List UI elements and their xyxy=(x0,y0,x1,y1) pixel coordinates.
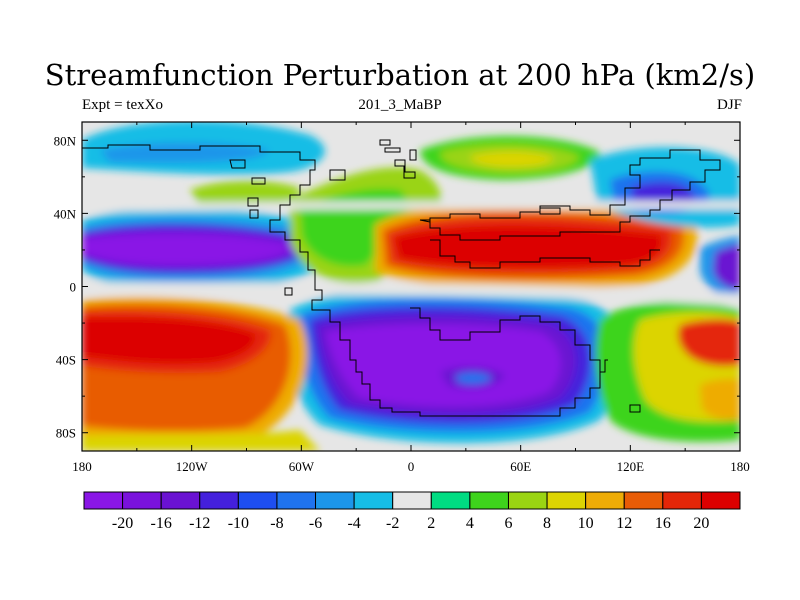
colorbar-swatch xyxy=(430,491,471,510)
colorbar-label: 10 xyxy=(578,515,594,532)
colorbar-swatch xyxy=(122,491,162,510)
x-tick-label: 60W xyxy=(289,459,315,474)
colorbar-label: 2 xyxy=(427,515,435,532)
y-tick-label: 80S xyxy=(56,426,76,441)
colorbar-label: 20 xyxy=(693,515,709,532)
y-tick-label: 0 xyxy=(70,280,77,295)
x-tick-label: 120W xyxy=(176,459,209,474)
colorbar-label: -10 xyxy=(228,515,249,532)
colorbar-label: 6 xyxy=(504,515,512,532)
colorbar-swatch xyxy=(546,491,587,510)
colorbar-swatch xyxy=(507,491,548,510)
colorbar-label: 16 xyxy=(655,515,671,532)
colorbar-swatch xyxy=(315,491,355,510)
colorbar-label: 8 xyxy=(543,515,551,532)
season-label: DJF xyxy=(716,97,742,113)
contour-fill xyxy=(82,122,740,451)
y-tick-label: 40S xyxy=(56,353,76,368)
colorbar-swatch xyxy=(83,491,124,510)
plot-title: Streamfunction Perturbation at 200 hPa (… xyxy=(44,58,756,92)
coastline xyxy=(82,139,721,417)
colorbar-label: -8 xyxy=(270,515,283,532)
x-tick-label: 120E xyxy=(617,459,645,474)
x-tick-label: 180 xyxy=(72,459,92,474)
colorbar-label: -2 xyxy=(386,515,399,532)
colorbar-label: -12 xyxy=(189,515,210,532)
colorbar-swatch xyxy=(700,491,741,510)
colorbar-swatch xyxy=(469,491,509,510)
y-tick-label: 40N xyxy=(54,206,77,221)
colorbar-swatch xyxy=(662,491,702,510)
x-tick-label: 0 xyxy=(408,459,415,474)
x-tick-label: 180 xyxy=(730,459,750,474)
x-tick-label: 60E xyxy=(510,459,531,474)
colorbar-swatch xyxy=(623,491,664,510)
colorbar-label: -20 xyxy=(112,515,133,532)
colorbar-swatch xyxy=(392,491,432,510)
colorbar-swatch xyxy=(199,491,239,510)
experiment-label: Expt = texXo xyxy=(82,97,163,113)
colorbar-label: 12 xyxy=(616,515,632,532)
colorbar-swatch xyxy=(353,491,394,510)
colorbar-label: 4 xyxy=(466,515,474,532)
colorbar-label: -4 xyxy=(347,515,360,532)
colorbar-swatch xyxy=(160,491,201,510)
colorbar-swatch xyxy=(237,491,278,510)
colorbar-swatch xyxy=(585,491,625,510)
axis-ticks: 180 120W 60W 0 60E 120E 180 80N 40N 0 40S 80S xyxy=(54,122,750,474)
run-label: 201_3_MaBP xyxy=(358,97,442,113)
colorbar-label: -6 xyxy=(309,515,322,532)
colorbar-swatch xyxy=(276,491,317,510)
colorbar-label: -16 xyxy=(151,515,172,532)
y-tick-label: 80N xyxy=(54,133,77,148)
colorbar: -20 -16 -12 -10 -8 -6 -4 -2 2 4 6 8 10 12 16 20 xyxy=(83,491,741,532)
